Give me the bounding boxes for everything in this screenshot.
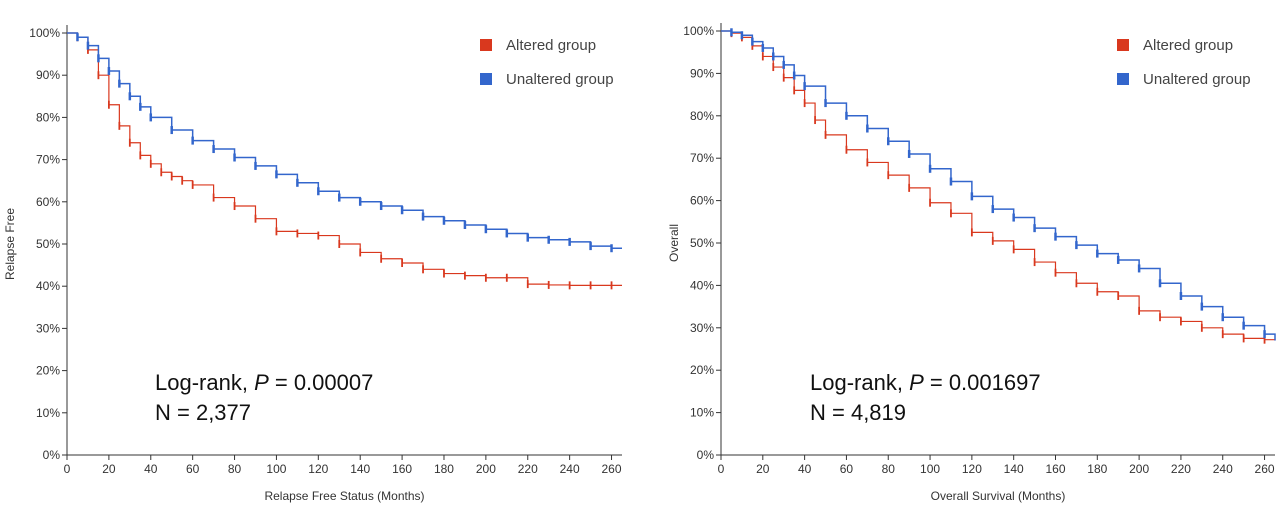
y-tick-label: 100%: [29, 26, 60, 40]
legend-label-unaltered: Unaltered group: [506, 71, 614, 88]
x-tick-label: 180: [434, 462, 454, 476]
x-tick-label: 240: [1213, 462, 1233, 476]
x-tick-label: 100: [266, 462, 286, 476]
x-axis-title: Overall Survival (Months): [931, 489, 1066, 503]
y-tick-label: 90%: [36, 68, 60, 82]
y-axis-title: Overall: [667, 224, 681, 262]
y-tick-label: 60%: [36, 195, 60, 209]
x-axis-title: Relapse Free Status (Months): [264, 489, 424, 503]
logrank-p-symbol: P: [909, 370, 924, 395]
y-tick-label: 20%: [690, 363, 714, 377]
x-tick-label: 160: [1045, 462, 1065, 476]
y-tick-label: 30%: [36, 321, 60, 335]
x-tick-label: 80: [228, 462, 242, 476]
x-tick-label: 200: [1129, 462, 1149, 476]
km-chart-relapse-free: 0% 10% 20% 30% 40% 50% 60% 70% 80% 90% 100% 0 20 40 60…: [0, 0, 640, 508]
x-tick-label: 220: [1171, 462, 1191, 476]
x-tick-label: 0: [718, 462, 725, 476]
x-tick-label: 200: [476, 462, 496, 476]
y-tick-label: 0%: [697, 448, 715, 462]
y-tick-label: 60%: [690, 194, 714, 208]
x-tick-label: 120: [962, 462, 982, 476]
y-tick-label: 70%: [690, 151, 714, 165]
x-tick-label: 60: [840, 462, 854, 476]
x-tick-label: 240: [560, 462, 580, 476]
y-tick-label: 90%: [690, 66, 714, 80]
logrank-prefix: Log-rank,: [810, 370, 909, 395]
y-tick-label: 30%: [690, 321, 714, 335]
x-tick-label: 140: [350, 462, 370, 476]
logrank-p-value: = 0.001697: [924, 370, 1041, 395]
legend-swatch-altered: [480, 39, 492, 51]
legend-label-altered: Altered group: [506, 37, 596, 54]
x-tick-label: 20: [102, 462, 116, 476]
y-tick-label: 80%: [690, 109, 714, 123]
y-tick-label: 50%: [36, 237, 60, 251]
km-curve-unaltered: [67, 32, 622, 249]
legend-swatch-altered: [1117, 39, 1129, 51]
x-tick-label: 40: [144, 462, 158, 476]
logrank-annotation: Log-rank, P = 0.001697: [810, 370, 1041, 395]
x-tick-label: 20: [756, 462, 770, 476]
y-tick-label: 100%: [683, 24, 714, 38]
x-tick-label: 140: [1004, 462, 1024, 476]
x-tick-label: 100: [920, 462, 940, 476]
x-tick-label: 60: [186, 462, 200, 476]
chart-svg-overall-survival: 0% 10% 20% 30% 40% 50% 60% 70% 80% 90% 100% 0 20 40 60…: [667, 23, 1276, 503]
legend-label-unaltered: Unaltered group: [1143, 71, 1251, 88]
x-tick-label: 260: [1255, 462, 1275, 476]
y-tick-label: 10%: [690, 406, 714, 420]
logrank-prefix: Log-rank,: [155, 370, 254, 395]
x-tick-label: 80: [882, 462, 896, 476]
y-tick-label: 80%: [36, 110, 60, 124]
logrank-p-value: = 0.00007: [269, 370, 374, 395]
x-tick-label: 220: [518, 462, 538, 476]
x-tick-label: 180: [1087, 462, 1107, 476]
legend-swatch-unaltered: [1117, 73, 1129, 85]
y-tick-label: 0%: [43, 448, 61, 462]
sample-size-annotation: N = 4,819: [810, 400, 906, 425]
y-axis-title: Relapse Free: [3, 208, 17, 280]
x-tick-label: 120: [308, 462, 328, 476]
y-tick-label: 10%: [36, 406, 60, 420]
y-tick-label: 40%: [36, 279, 60, 293]
y-tick-label: 50%: [690, 236, 714, 250]
km-curve-unaltered: [721, 30, 1276, 341]
x-tick-label: 160: [392, 462, 412, 476]
chart-svg-relapse-free: 0% 10% 20% 30% 40% 50% 60% 70% 80% 90% 100% 0 20 40 60…: [3, 25, 622, 503]
y-tick-label: 40%: [690, 278, 714, 292]
y-tick-label: 20%: [36, 364, 60, 378]
y-tick-label: 70%: [36, 153, 60, 167]
legend-swatch-unaltered: [480, 73, 492, 85]
logrank-annotation: Log-rank, P = 0.00007: [155, 370, 373, 395]
x-tick-label: 260: [602, 462, 622, 476]
logrank-p-symbol: P: [254, 370, 269, 395]
km-chart-overall-survival: 0% 10% 20% 30% 40% 50% 60% 70% 80% 90% 100% 0 20 40 60…: [650, 0, 1283, 508]
x-tick-label: 0: [64, 462, 71, 476]
legend-label-altered: Altered group: [1143, 37, 1233, 54]
x-tick-label: 40: [798, 462, 812, 476]
sample-size-annotation: N = 2,377: [155, 400, 251, 425]
